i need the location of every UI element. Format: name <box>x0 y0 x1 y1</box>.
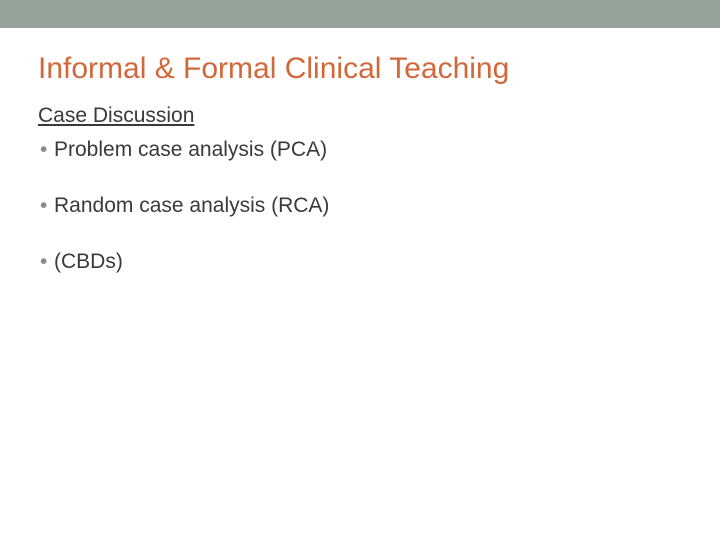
subheading: Case Discussion <box>38 104 682 128</box>
slide-content: Informal & Formal Clinical Teaching Case… <box>0 28 720 274</box>
list-item: (CBDs) <box>40 250 682 274</box>
top-accent-bar <box>0 0 720 28</box>
bullet-list: Problem case analysis (PCA) Random case … <box>38 138 682 274</box>
slide-title: Informal & Formal Clinical Teaching <box>38 52 682 86</box>
list-item: Random case analysis (RCA) <box>40 194 682 218</box>
list-item: Problem case analysis (PCA) <box>40 138 682 162</box>
